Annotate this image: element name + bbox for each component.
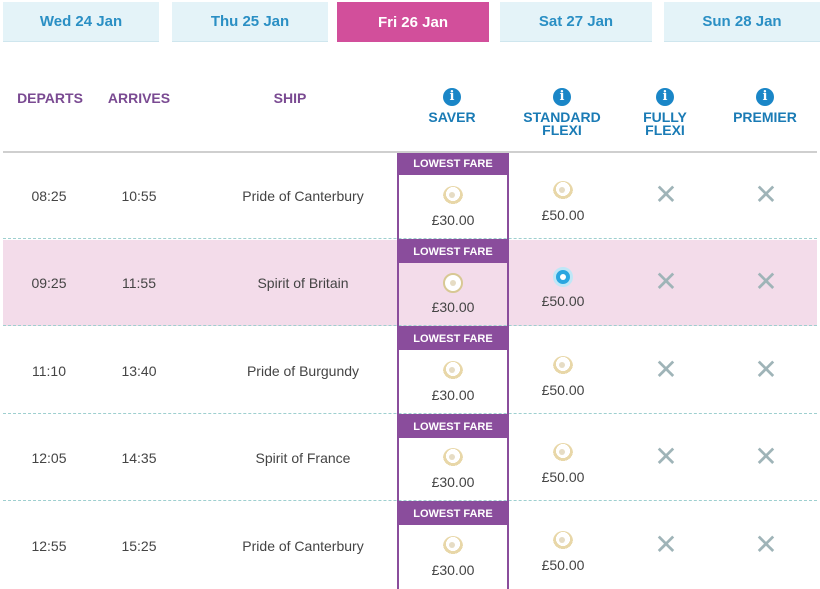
departure-time: 11:10: [32, 363, 66, 379]
cross-icon: ✕: [754, 528, 778, 561]
saver-price: £30.00: [431, 387, 475, 403]
premier-header[interactable]: i PREMIER: [710, 88, 820, 124]
departure-time: 08:25: [31, 188, 67, 204]
info-icon[interactable]: i: [756, 88, 774, 106]
standard-flexi-price: £50.00: [541, 293, 585, 309]
info-icon[interactable]: i: [443, 88, 461, 106]
saver-cell-divider: [397, 239, 509, 241]
radio-icon[interactable]: [553, 443, 573, 463]
row-divider: [3, 325, 817, 326]
saver-price: £30.00: [431, 212, 475, 228]
standard-flexi-price: £50.00: [541, 382, 585, 398]
sailing-row[interactable]: 08:25 10:55 Pride of Canterbury: [3, 153, 817, 239]
row-divider: [3, 413, 817, 414]
standard-flexi-fare-option[interactable]: £50.00: [507, 443, 619, 503]
saver-header[interactable]: i SAVER: [397, 88, 507, 124]
cross-icon: ✕: [754, 440, 778, 473]
cross-icon: ✕: [654, 353, 678, 386]
saver-column-highlight: [397, 153, 509, 589]
ship-name: Spirit of France: [255, 450, 351, 466]
arrival-time: 11:55: [122, 275, 156, 291]
standard-flexi-header-line2: FLEXI: [542, 122, 582, 138]
standard-flexi-price: £50.00: [541, 557, 585, 573]
date-tabs: Wed 24 Jan Thu 25 Jan Fri 26 Jan Sat 27 …: [0, 0, 820, 42]
premier-header-label: PREMIER: [733, 109, 797, 125]
standard-flexi-price: £50.00: [541, 207, 585, 223]
standard-flexi-header-line1: STANDARD: [523, 109, 601, 125]
radio-icon[interactable]: [553, 181, 573, 201]
date-tab-sun-28-jan[interactable]: Sun 28 Jan: [664, 2, 820, 42]
radio-icon[interactable]: [443, 448, 463, 468]
departure-time: 09:25: [31, 275, 67, 291]
departure-time: 12:05: [31, 450, 67, 466]
lowest-fare-badge: LOWEST FARE: [397, 416, 509, 438]
ship-name: Pride of Canterbury: [242, 538, 364, 554]
arrival-time: 10:55: [121, 188, 157, 204]
radio-icon[interactable]: [553, 531, 573, 551]
radio-icon[interactable]: [443, 361, 463, 381]
standard-flexi-header[interactable]: i STANDARD FLEXI: [507, 88, 617, 137]
standard-flexi-price: £50.00: [541, 469, 585, 485]
fully-flexi-header-line1: FULLY: [643, 109, 687, 125]
lowest-fare-badge: LOWEST FARE: [397, 241, 509, 263]
lowest-fare-badge: LOWEST FARE: [397, 153, 509, 175]
saver-fare-option[interactable]: £30.00: [397, 361, 509, 421]
radio-icon[interactable]: [553, 267, 573, 287]
sailing-row[interactable]: 12:55 15:25 Pride of Canterbury: [3, 503, 817, 589]
fully-flexi-header[interactable]: i FULLY FLEXI: [610, 88, 720, 137]
cross-icon: ✕: [654, 265, 678, 298]
info-icon[interactable]: i: [553, 88, 571, 106]
row-divider: [3, 500, 817, 501]
date-tab-thu-25-jan[interactable]: Thu 25 Jan: [172, 2, 328, 42]
fully-flexi-header-line2: FLEXI: [645, 122, 685, 138]
saver-fare-option[interactable]: £30.00: [397, 186, 509, 246]
saver-price: £30.00: [431, 562, 475, 578]
saver-price: £30.00: [431, 299, 475, 315]
cross-icon: ✕: [754, 178, 778, 211]
ship-name: Pride of Burgundy: [246, 363, 360, 379]
standard-flexi-fare-option[interactable]: £50.00: [507, 531, 619, 589]
sailing-row[interactable]: 11:10 13:40 Pride of Burgundy: [3, 328, 817, 414]
radio-icon[interactable]: [443, 273, 463, 293]
departure-time: 12:55: [31, 538, 67, 554]
sailing-row[interactable]: 12:05 14:35 Spirit of France: [3, 415, 817, 501]
standard-flexi-fare-option-selected[interactable]: £50.00: [507, 267, 619, 327]
arrival-time: 14:35: [121, 450, 157, 466]
radio-icon[interactable]: [443, 536, 463, 556]
info-icon[interactable]: i: [656, 88, 674, 106]
saver-fare-option[interactable]: £30.00: [397, 273, 509, 333]
date-tab-fri-26-jan[interactable]: Fri 26 Jan: [337, 2, 489, 42]
cross-icon: ✕: [654, 440, 678, 473]
cross-icon: ✕: [754, 353, 778, 386]
standard-flexi-fare-option[interactable]: £50.00: [507, 356, 619, 416]
departs-header: DEPARTS: [17, 90, 83, 106]
saver-fare-option[interactable]: £30.00: [397, 536, 509, 589]
cross-icon: ✕: [654, 178, 678, 211]
standard-flexi-fare-option[interactable]: £50.00: [507, 181, 619, 241]
cross-icon: ✕: [754, 265, 778, 298]
row-divider: [3, 238, 817, 239]
date-tab-sat-27-jan[interactable]: Sat 27 Jan: [500, 2, 652, 42]
saver-cell-divider: [397, 501, 509, 503]
saver-cell-divider: [397, 326, 509, 328]
ship-name: Spirit of Britain: [257, 275, 349, 291]
arrives-header: ARRIVES: [107, 90, 171, 106]
cross-icon: ✕: [654, 528, 678, 561]
saver-header-label: SAVER: [428, 109, 476, 125]
radio-icon[interactable]: [553, 356, 573, 376]
saver-cell-divider: [397, 414, 509, 416]
saver-fare-option[interactable]: £30.00: [397, 448, 509, 508]
ship-header: SHIP: [273, 90, 307, 106]
arrival-time: 13:40: [121, 363, 157, 379]
date-tab-wed-24-jan[interactable]: Wed 24 Jan: [3, 2, 159, 42]
header-divider: [3, 151, 817, 153]
arrival-time: 15:25: [121, 538, 157, 554]
lowest-fare-badge: LOWEST FARE: [397, 503, 509, 525]
ship-name: Pride of Canterbury: [242, 188, 364, 204]
radio-icon[interactable]: [443, 186, 463, 206]
saver-price: £30.00: [431, 474, 475, 490]
lowest-fare-badge: LOWEST FARE: [397, 328, 509, 350]
